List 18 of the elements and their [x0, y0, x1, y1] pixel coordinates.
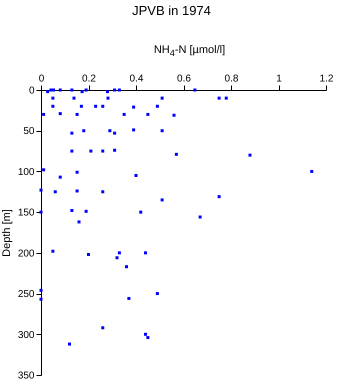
y-tick-label: 150: [18, 208, 35, 219]
x-tick-label: 1.2: [320, 74, 334, 84]
y-tick-label: 250: [18, 289, 35, 300]
x-tick-label: 0.8: [224, 74, 239, 84]
y-axis-title: Depth [m]: [0, 209, 13, 257]
y-tick-label: 0: [28, 86, 35, 96]
x-tick-label: 0.4: [130, 74, 144, 84]
x-tick-label: 0.2: [82, 74, 96, 84]
x-tick-label: 1: [276, 74, 282, 84]
x-tick-label: 0: [38, 74, 45, 84]
y-tick-label: 200: [18, 248, 35, 260]
y-tick-label: 100: [18, 166, 35, 178]
x-tick-label: 0.6: [177, 74, 192, 84]
x-axis-title: NH$_{4}$-N [µmol/l]: [152, 44, 226, 58]
y-tick-label: 300: [18, 330, 35, 341]
y-tick-label: 50: [23, 126, 35, 138]
chart-title: JPVB in 1974: [131, 3, 212, 18]
y-tick-label: 350: [18, 370, 35, 382]
